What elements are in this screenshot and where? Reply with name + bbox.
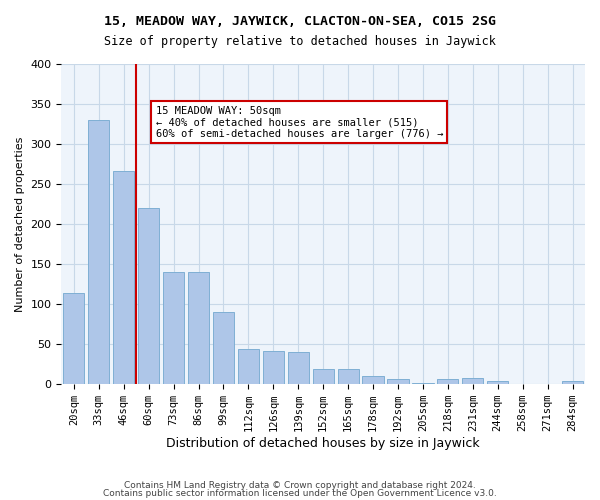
- Bar: [113, 172, 134, 384]
- Bar: [263, 350, 284, 384]
- Bar: [63, 293, 85, 384]
- Text: Size of property relative to detached houses in Jaywick: Size of property relative to detached ho…: [104, 35, 496, 48]
- Bar: [412, 382, 434, 384]
- Text: Contains public sector information licensed under the Open Government Licence v3: Contains public sector information licen…: [103, 488, 497, 498]
- Bar: [437, 380, 458, 384]
- Y-axis label: Number of detached properties: Number of detached properties: [15, 136, 25, 312]
- Bar: [462, 378, 484, 384]
- Bar: [287, 352, 309, 384]
- Bar: [487, 381, 508, 384]
- Bar: [362, 376, 383, 384]
- Bar: [163, 272, 184, 384]
- Bar: [213, 312, 234, 384]
- X-axis label: Distribution of detached houses by size in Jaywick: Distribution of detached houses by size …: [166, 437, 480, 450]
- Bar: [88, 120, 109, 384]
- Bar: [562, 381, 583, 384]
- Bar: [138, 208, 159, 384]
- Bar: [238, 349, 259, 384]
- Bar: [388, 380, 409, 384]
- Bar: [188, 272, 209, 384]
- Bar: [338, 369, 359, 384]
- Text: 15 MEADOW WAY: 50sqm
← 40% of detached houses are smaller (515)
60% of semi-deta: 15 MEADOW WAY: 50sqm ← 40% of detached h…: [155, 106, 443, 139]
- Text: Contains HM Land Registry data © Crown copyright and database right 2024.: Contains HM Land Registry data © Crown c…: [124, 481, 476, 490]
- Bar: [313, 369, 334, 384]
- Text: 15, MEADOW WAY, JAYWICK, CLACTON-ON-SEA, CO15 2SG: 15, MEADOW WAY, JAYWICK, CLACTON-ON-SEA,…: [104, 15, 496, 28]
